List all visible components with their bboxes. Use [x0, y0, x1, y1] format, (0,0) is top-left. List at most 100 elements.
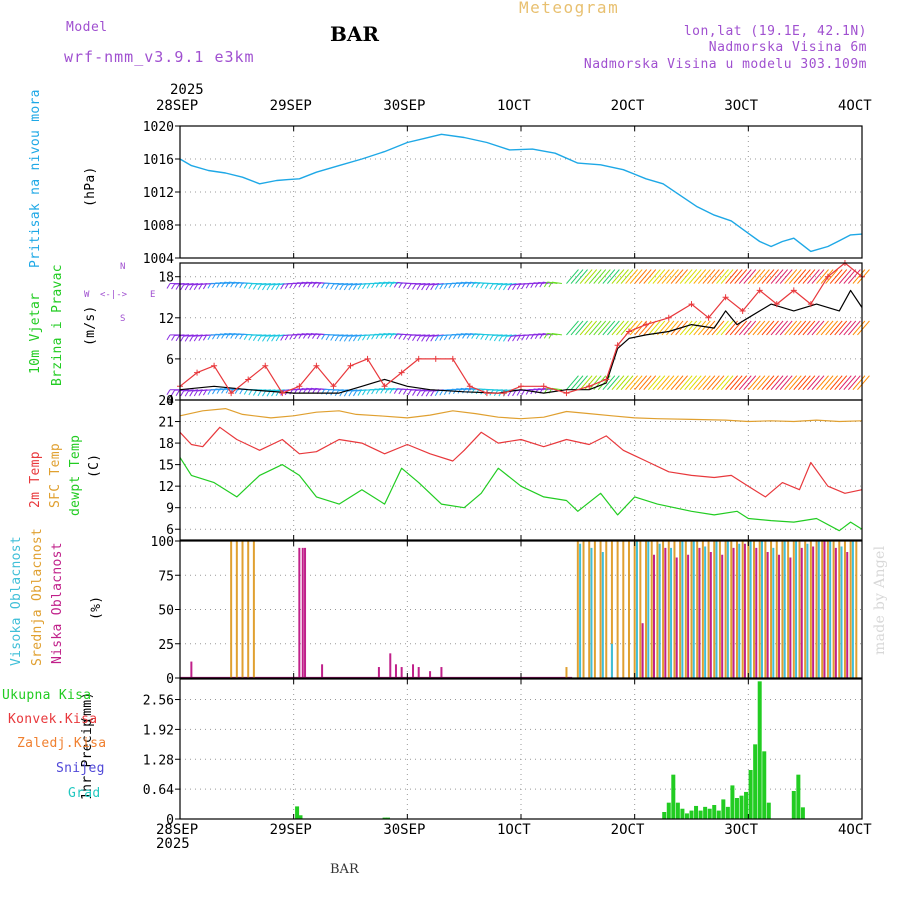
wind-barb-flag: [316, 333, 321, 340]
wind-barb-flag: [257, 284, 262, 290]
wind-barb: [747, 375, 761, 391]
wind-barb: [666, 375, 679, 391]
date-label: 1OCT: [497, 98, 531, 114]
wind-barb-flag: [357, 335, 362, 342]
wind-barb-flag: [325, 283, 330, 289]
wind-barb-flag: [448, 388, 453, 395]
wind-barb: [547, 332, 558, 336]
wind-barb-flag: [516, 284, 521, 290]
wind-barb: [620, 320, 634, 336]
wind-barb: [492, 283, 503, 285]
wind-barb-flag: [257, 335, 262, 342]
temp-2m-line: [179, 426, 863, 498]
gust-marker: [279, 390, 286, 397]
wind-barb-flag: [484, 334, 489, 341]
wind-barb-flag: [234, 282, 239, 288]
wind-barb-flag: [430, 284, 435, 291]
cloud-unit: (%): [89, 595, 104, 620]
wind-barb: [779, 375, 793, 391]
wind-barb: [575, 375, 588, 391]
wind-barb: [415, 283, 426, 285]
wind-barb: [602, 269, 616, 284]
wind-barb-flag: [362, 283, 366, 290]
dewpoint-line: [179, 457, 863, 532]
wind-barb: [679, 375, 693, 391]
wind-barb-flag: [503, 284, 507, 291]
wind-barb-flag: [262, 390, 266, 397]
wind-barb: [625, 375, 638, 391]
gust-marker: [262, 362, 269, 369]
wind-barb: [497, 389, 508, 392]
y-tick-label: 75: [158, 569, 174, 584]
wind-barb: [602, 320, 616, 336]
wind-barb: [857, 320, 870, 336]
wind-barb-flag: [321, 334, 326, 340]
wind-barb-flag: [393, 282, 398, 288]
wind-barb: [179, 389, 190, 392]
wind-barb-flag: [498, 284, 503, 291]
wind-barb: [420, 334, 431, 337]
wind-barb: [711, 269, 725, 284]
wind-barb: [743, 375, 757, 391]
wind-barb: [611, 320, 625, 336]
wind-barb-flag: [507, 336, 512, 342]
wind-barb: [797, 375, 811, 391]
wind-barb-flag: [239, 388, 244, 395]
wind-barb: [834, 320, 848, 336]
wind-barb-flag: [221, 388, 225, 394]
wind-barb: [269, 283, 281, 286]
wind-barb: [770, 320, 784, 336]
precip-bar: [791, 791, 796, 819]
wind-barb: [720, 269, 734, 284]
wind-barb-flag: [216, 282, 221, 288]
wind-barb: [579, 375, 593, 391]
wind-barb-flag: [434, 335, 439, 342]
wind-barb-flag: [307, 333, 312, 339]
wind-barb-flag: [534, 282, 539, 288]
wind-barb-flag: [362, 335, 366, 341]
wind-barb-flag: [202, 283, 207, 290]
date-label: 30SEP: [383, 822, 426, 838]
wind-barb: [716, 320, 729, 336]
wind-barb: [702, 375, 716, 391]
wind-barb: [711, 375, 725, 391]
wind-barb-flag: [175, 284, 180, 290]
wind-barb: [743, 320, 757, 336]
wind-barb: [501, 334, 512, 337]
wind-barb: [575, 320, 588, 336]
temp-unit: (C): [87, 453, 102, 478]
meteogram-title: Meteogram: [519, 0, 620, 17]
wind-barb-flag: [402, 389, 407, 395]
wind-barb-flag: [421, 284, 426, 291]
wind-barb: [415, 389, 426, 392]
wind-barb: [260, 283, 271, 286]
wind-barb: [652, 320, 666, 336]
wind-barb: [793, 320, 807, 336]
wind-barb: [807, 375, 820, 391]
wind-barb: [347, 334, 358, 337]
gust-marker: [643, 321, 650, 328]
station-title: BAR: [330, 22, 380, 46]
wind-barb-flag: [366, 389, 371, 395]
legend-total-rain: Ukupna Kisa: [2, 688, 92, 703]
wind-barb: [616, 269, 629, 284]
wind-barb-flag: [375, 282, 380, 288]
wind-barb: [424, 283, 435, 286]
wind-barb-flag: [389, 281, 394, 288]
wind-barb: [788, 320, 802, 336]
wind-barb-flag: [252, 390, 257, 396]
wind-barb-flag: [425, 284, 430, 291]
wind-barb: [638, 375, 652, 391]
wind-barb: [616, 320, 629, 336]
wind-barb: [333, 389, 344, 391]
wind-barb: [347, 283, 358, 286]
wind-barb: [752, 320, 766, 336]
gust-marker: [432, 355, 439, 362]
wind-barb: [811, 269, 825, 284]
gust-marker: [211, 362, 218, 369]
wind-barb-flag: [284, 334, 289, 341]
wind-barb: [588, 320, 602, 336]
wind-barb-flag: [189, 336, 194, 342]
wind-barb: [720, 320, 734, 336]
wind-barb-flag: [357, 390, 362, 396]
